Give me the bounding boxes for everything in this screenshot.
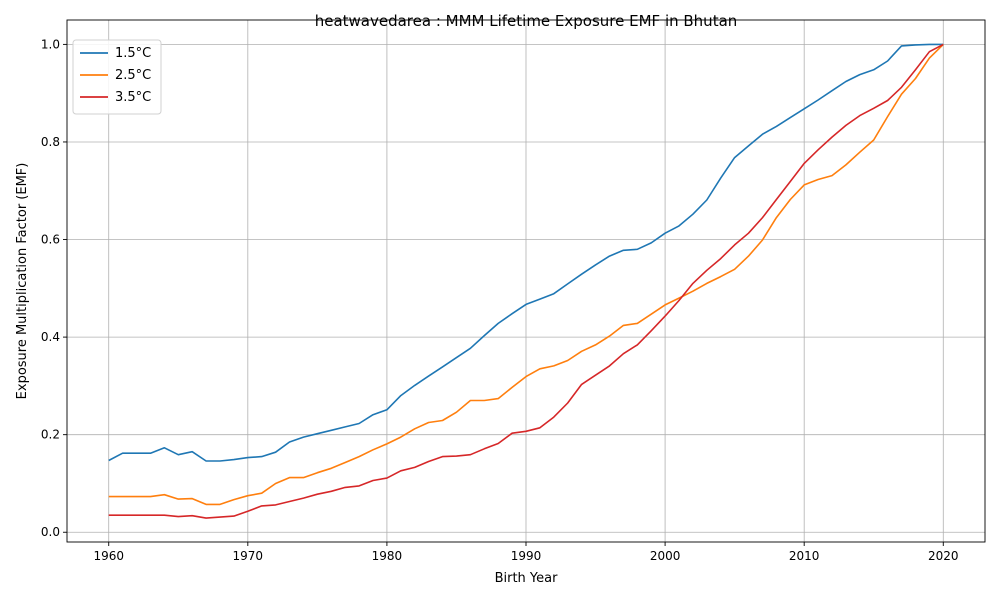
y-tick-label: 0.6 bbox=[41, 233, 60, 247]
x-tick-label: 1960 bbox=[93, 549, 124, 563]
y-tick-label: 0.8 bbox=[41, 135, 60, 149]
y-tick-label: 1.0 bbox=[41, 37, 60, 51]
series-line bbox=[108, 43, 944, 462]
series-line bbox=[108, 43, 944, 519]
y-tick-label: 0.4 bbox=[41, 330, 60, 344]
x-tick-label: 1970 bbox=[233, 549, 264, 563]
x-tick-label: 1980 bbox=[372, 549, 403, 563]
x-axis-label: Birth Year bbox=[495, 571, 559, 586]
y-axis-ticks: 0.0 0.2 0.4 0.6 0.8 1.0 bbox=[41, 37, 67, 539]
x-tick-label: 2010 bbox=[789, 549, 820, 563]
chart-title: heatwavedarea : MMM Lifetime Exposure EM… bbox=[315, 12, 738, 30]
x-tick-label: 2000 bbox=[650, 549, 681, 563]
legend: 1.5°C 2.5°C 3.5°C bbox=[72, 39, 162, 115]
legend-label: 1.5°C bbox=[115, 46, 151, 61]
x-axis-ticks: 1960 1970 1980 1990 2000 2010 2020 bbox=[93, 542, 959, 563]
series-lines bbox=[108, 43, 944, 519]
series-line bbox=[108, 43, 944, 506]
grid-lines bbox=[67, 20, 985, 542]
y-tick-label: 0.2 bbox=[41, 428, 60, 442]
legend-label: 3.5°C bbox=[115, 90, 151, 105]
x-tick-label: 2020 bbox=[928, 549, 959, 563]
x-tick-label: 1990 bbox=[511, 549, 542, 563]
legend-label: 2.5°C bbox=[115, 68, 151, 83]
legend-box bbox=[72, 39, 162, 115]
y-tick-label: 0.0 bbox=[41, 525, 60, 539]
y-axis-label: Exposure Multiplication Factor (EMF) bbox=[15, 163, 30, 400]
